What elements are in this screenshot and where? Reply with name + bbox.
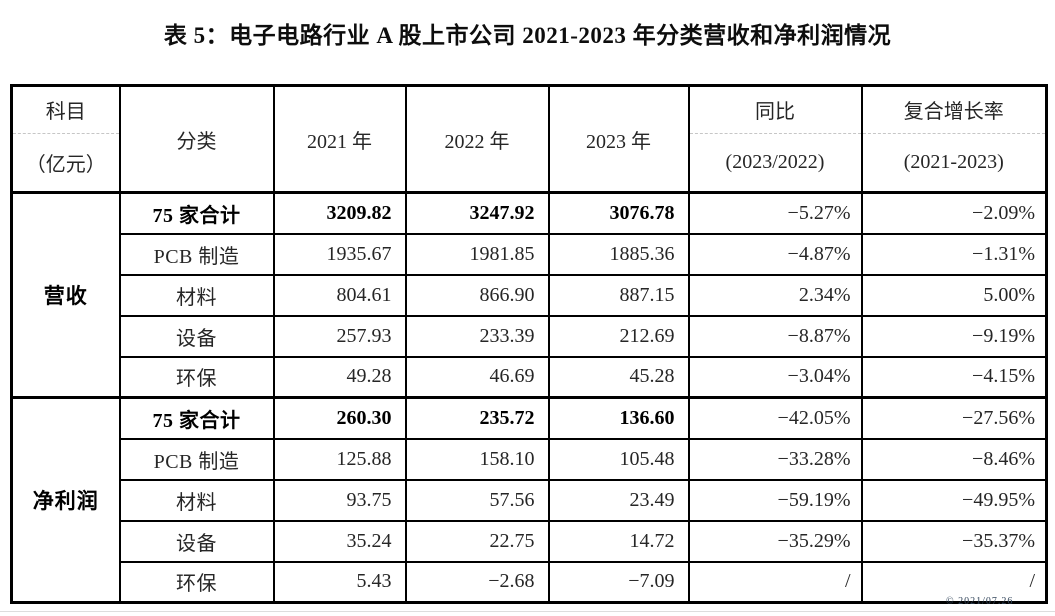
value-2021: 35.24 — [272, 519, 407, 563]
value-2022: 233.39 — [404, 314, 550, 358]
section-label-net-profit: 净利润 — [10, 396, 121, 604]
value-2023: 23.49 — [547, 478, 690, 522]
value-2023: 136.60 — [547, 396, 690, 440]
value-2022: 57.56 — [404, 478, 550, 522]
yoy-cell: / — [687, 560, 863, 604]
value-2022: 158.10 — [404, 437, 550, 481]
value-2023: 14.72 — [547, 519, 690, 563]
header-cagr-cell: 复合增长率 (2021-2023) — [860, 84, 1048, 194]
value-2023: 3076.78 — [547, 191, 690, 235]
table-row: 环保 49.28 46.69 45.28 −3.04% −4.15% — [12, 355, 1048, 399]
yoy-cell: −35.29% — [687, 519, 863, 563]
value-2023: 45.28 — [547, 355, 690, 399]
header-cagr-period: (2021-2023) — [903, 150, 1004, 173]
header-yoy-cell: 同比 (2023/2022) — [687, 84, 863, 194]
cagr-cell: −4.15% — [860, 355, 1048, 399]
category-cell: 材料 — [118, 478, 275, 522]
header-yoy-period: (2023/2022) — [725, 150, 825, 173]
category-cell: 75 家合计 — [118, 396, 275, 440]
value-2021: 1935.67 — [272, 232, 407, 276]
yoy-cell: −8.87% — [687, 314, 863, 358]
header-year-2022: 2022 年 — [404, 84, 550, 194]
value-2022: 22.75 — [404, 519, 550, 563]
table-row: 设备 257.93 233.39 212.69 −8.87% −9.19% — [12, 314, 1048, 358]
header-subject-unit: （亿元） — [25, 153, 106, 176]
cagr-cell: −9.19% — [860, 314, 1048, 358]
value-2023: 887.15 — [547, 273, 690, 317]
value-2023: 105.48 — [547, 437, 690, 481]
value-2023: −7.09 — [547, 560, 690, 604]
table-title: 表 5：电子电路行业 A 股上市公司 2021-2023 年分类营收和净利润情况 — [163, 23, 892, 48]
value-2021: 93.75 — [272, 478, 407, 522]
value-2021: 804.61 — [272, 273, 407, 317]
header-row: 科目 （亿元） 分类 2021 年 2022 年 2023 年 同比 (2023… — [10, 84, 1048, 194]
cagr-cell: 5.00% — [860, 273, 1048, 317]
yoy-cell: 2.34% — [687, 273, 863, 317]
header-subject-cell: 科目 （亿元） — [10, 84, 121, 194]
header-subject-label: 科目 — [13, 88, 118, 134]
category-cell: 环保 — [118, 560, 275, 604]
value-2023: 1885.36 — [547, 232, 690, 276]
value-2021: 5.43 — [272, 560, 407, 604]
category-cell: 材料 — [118, 273, 275, 317]
cagr-cell: −27.56% — [860, 396, 1048, 440]
table-row: 营收 75 家合计 3209.82 3247.92 3076.78 −5.27%… — [10, 191, 1048, 399]
category-cell: PCB 制造 — [118, 437, 275, 481]
value-2022: 3247.92 — [404, 191, 550, 235]
yoy-cell: −3.04% — [687, 355, 863, 399]
value-2021: 49.28 — [272, 355, 407, 399]
cagr-cell: −35.37% — [860, 519, 1048, 563]
header-yoy-label: 同比 — [690, 88, 860, 134]
value-2022: −2.68 — [404, 560, 550, 604]
header-year-2021: 2021 年 — [272, 84, 407, 194]
cagr-cell: −8.46% — [860, 437, 1048, 481]
category-cell: 75 家合计 — [118, 191, 275, 235]
header-category: 分类 — [118, 84, 275, 194]
table-row: 设备 35.24 22.75 14.72 −35.29% −35.37% — [12, 519, 1048, 563]
yoy-cell: −4.87% — [687, 232, 863, 276]
value-2022: 235.72 — [404, 396, 550, 440]
value-2021: 3209.82 — [272, 191, 407, 235]
data-table: 科目 （亿元） 分类 2021 年 2022 年 2023 年 同比 (2023… — [10, 84, 1048, 604]
value-2021: 125.88 — [272, 437, 407, 481]
header-year-2023: 2023 年 — [547, 84, 690, 194]
category-cell: 设备 — [118, 314, 275, 358]
value-2023: 212.69 — [547, 314, 690, 358]
cagr-cell: −2.09% — [860, 191, 1048, 235]
table-row: 材料 804.61 866.90 887.15 2.34% 5.00% — [12, 273, 1048, 317]
category-cell: 环保 — [118, 355, 275, 399]
yoy-cell: −59.19% — [687, 478, 863, 522]
table-row: 材料 93.75 57.56 23.49 −59.19% −49.95% — [12, 478, 1048, 522]
value-2021: 260.30 — [272, 396, 407, 440]
cagr-cell: −49.95% — [860, 478, 1048, 522]
category-cell: PCB 制造 — [118, 232, 275, 276]
cagr-cell: / — [860, 560, 1048, 604]
table-row: PCB 制造 1935.67 1981.85 1885.36 −4.87% −1… — [12, 232, 1048, 276]
table-row: 环保 5.43 −2.68 −7.09 / / — [12, 560, 1048, 604]
yoy-cell: −5.27% — [687, 191, 863, 235]
table-row: PCB 制造 125.88 158.10 105.48 −33.28% −8.4… — [12, 437, 1048, 481]
bottom-divider — [0, 611, 1055, 612]
value-2022: 46.69 — [404, 355, 550, 399]
value-2021: 257.93 — [272, 314, 407, 358]
section-label-revenue: 营收 — [10, 191, 121, 399]
cagr-cell: −1.31% — [860, 232, 1048, 276]
watermark: © 2021/07.26 — [946, 596, 1014, 605]
yoy-cell: −33.28% — [687, 437, 863, 481]
yoy-cell: −42.05% — [687, 396, 863, 440]
value-2022: 1981.85 — [404, 232, 550, 276]
table-row: 净利润 75 家合计 260.30 235.72 136.60 −42.05% … — [10, 396, 1048, 604]
header-cagr-label: 复合增长率 — [863, 88, 1045, 134]
category-cell: 设备 — [118, 519, 275, 563]
value-2022: 866.90 — [404, 273, 550, 317]
